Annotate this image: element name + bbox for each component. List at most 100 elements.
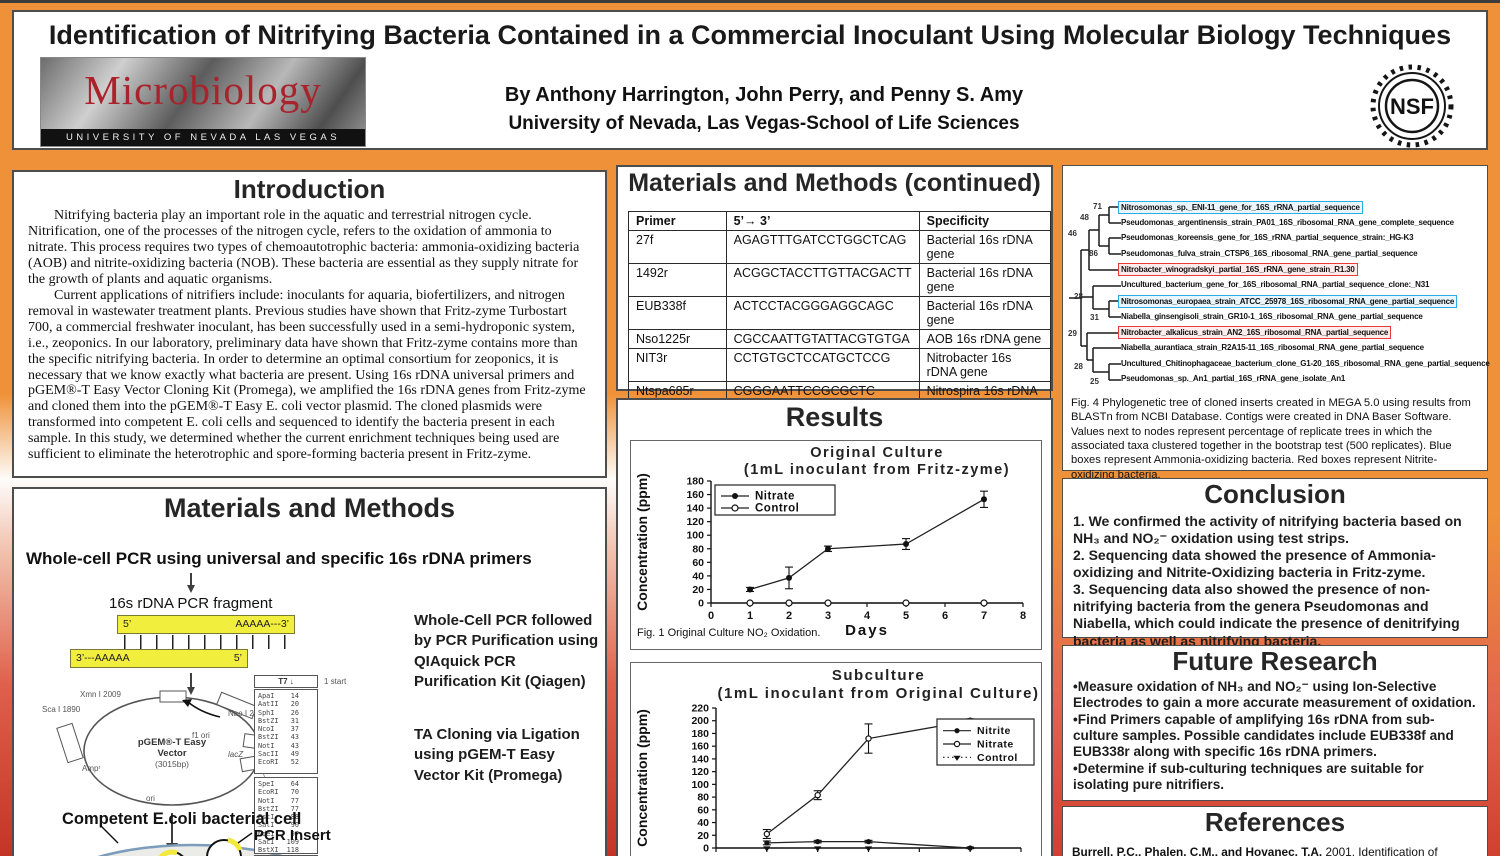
svg-text:180: 180 xyxy=(686,476,704,488)
svg-text:Control: Control xyxy=(977,752,1018,764)
cell-sequence: AGAGTTTGATCCTGGCTCAG xyxy=(725,230,920,264)
reference-entry: Burrell, P.C., Phalen, C.M., and Hovanec… xyxy=(1072,845,1480,856)
svg-text:NSF: NSF xyxy=(1390,94,1434,119)
reference-text: 2001. Identification of Bacteria Respons… xyxy=(1325,845,1438,856)
original-culture-chart-panel: Original Culture (1mL inoculant from Frit… xyxy=(630,440,1042,650)
cell-specificity: AOB 16s rDNA gene xyxy=(918,329,1052,349)
cell-primer: EUB338f xyxy=(628,296,727,330)
svg-text:120: 120 xyxy=(686,516,704,528)
bootstrap-value: 29 xyxy=(1068,329,1077,338)
cell-specificity: Bacterial 16s rDNA gene xyxy=(918,263,1052,297)
materials-methods-panel: Materials and Methods Whole-cell PCR usi… xyxy=(12,487,607,856)
svg-text:20: 20 xyxy=(697,830,709,842)
svg-text:2: 2 xyxy=(786,610,792,622)
table-row: EUB338f ACTCCTACGGGAGGCAGC Bacterial 16s r… xyxy=(628,296,1052,330)
arrow-down-icon xyxy=(187,573,195,593)
svg-text:8: 8 xyxy=(1020,610,1026,622)
column-header: Primer xyxy=(628,211,727,231)
svg-text:0: 0 xyxy=(698,598,704,610)
conclusion-panel: Conclusion 1. We confirmed the activity … xyxy=(1062,478,1488,649)
svg-text:140: 140 xyxy=(691,753,709,765)
phylo-tree-branches xyxy=(1069,206,1121,381)
start-label: 1 start xyxy=(324,677,347,686)
svg-text:Nitrite: Nitrite xyxy=(977,725,1011,737)
microbiology-logo-word: Microbiology xyxy=(84,67,322,113)
svg-text:40: 40 xyxy=(692,570,704,582)
svg-text:20: 20 xyxy=(692,584,704,596)
subculture-chart: Subculture(1mL inoculant from Original C… xyxy=(634,667,1038,856)
affiliation-line: University of Nevada, Las Vegas-School o… xyxy=(508,113,1020,134)
column-header: Specificity xyxy=(918,211,1052,231)
svg-text:lacZ: lacZ xyxy=(228,750,244,759)
introduction-panel: Introduction Nitrifying bacteria play an… xyxy=(12,170,607,478)
pcr-fragment-label: 16s rDNA PCR fragment xyxy=(109,595,273,612)
author-block: By Anthony Harrington, John Perry, and P… xyxy=(394,84,1134,135)
materials-methods-heading: Materials and Methods xyxy=(163,493,456,523)
svg-text:160: 160 xyxy=(691,741,709,753)
ta-cloning-note: TA Cloning via Ligation using pGEM-T Eas… xyxy=(414,726,580,784)
table-row: Nso1225r CGCCAATTGTATTACGTGTGA AOB 16s rDN… xyxy=(628,329,1052,349)
cell-specificity: Bacterial 16s rDNA gene xyxy=(918,230,1052,264)
primer-table: Primer 5’→ 3’ Specificity 27f AGAGTTTGATC… xyxy=(628,211,1052,415)
future-research-body: •Measure oxidation of NH₃ and NO₂⁻ using… xyxy=(1073,679,1477,793)
svg-text:200: 200 xyxy=(691,715,709,727)
phylo-tree-panel: Nitrosomonas_sp._ENI-11_gene_for_16S_rRN… xyxy=(1062,165,1490,481)
tree-taxon: Nitrosomonas_sp._ENI-11_gene_for_16S_rRN… xyxy=(1118,201,1363,214)
svg-text:(3015bp): (3015bp) xyxy=(155,759,189,769)
restriction-sites-bottom: SpeI 64 EcoRI 70 NotI 77 BstZI 77 PstI 8… xyxy=(254,777,318,856)
bootstrap-value: 46 xyxy=(1068,229,1077,238)
svg-text:Nae I 2707: Nae I 2707 xyxy=(228,709,268,718)
introduction-paragraph-1: Nitrifying bacteria play an important ro… xyxy=(28,208,580,287)
tree-taxon: Niabella_aurantiaca_strain_R2A15-11_16S_… xyxy=(1121,343,1424,352)
svg-text:100: 100 xyxy=(691,779,709,791)
svg-text:ori: ori xyxy=(146,794,155,803)
table-row: NIT3r CCTGTGCTCCATGCTCCG Nitrobacter 16s r… xyxy=(628,348,1052,382)
subculture-chart-panel: Subculture (1mL inoculant from Original C… xyxy=(630,662,1042,856)
svg-text:180: 180 xyxy=(691,728,709,740)
svg-text:80: 80 xyxy=(692,543,704,555)
cell-primer: 1492r xyxy=(628,263,727,297)
mm-continued-heading: Materials and Methods (continued) xyxy=(628,169,1041,197)
tree-taxon: Uncultured_bacterium_gene_for_16S_riboso… xyxy=(1121,280,1430,289)
bootstrap-value: 28 xyxy=(1074,292,1083,301)
tree-taxon: Nitrobacter_winogradskyi_partial_16S_rRN… xyxy=(1118,263,1358,276)
svg-text:140: 140 xyxy=(686,503,704,515)
competent-cell-label: Competent E.coli bacterial cell xyxy=(62,810,302,828)
cell-sequence: ACTCCTACGGGAGGCAGC xyxy=(725,296,920,330)
references-heading: References xyxy=(1204,807,1346,837)
plasmid-figure: Xmn I 2009 Sca I 1890 Nae I 2707 f1 ori … xyxy=(22,685,422,856)
svg-text:Nitrate: Nitrate xyxy=(977,739,1014,751)
introduction-heading: Introduction xyxy=(233,174,386,204)
fig1-caption: Fig. 1 Original Culture NO₂ Oxidation. xyxy=(637,627,821,639)
pcr-purification-note: Whole-Cell PCR followed by PCR Purificat… xyxy=(414,612,599,690)
svg-text:Xmn I 2009: Xmn I 2009 xyxy=(80,690,121,699)
svg-text:100: 100 xyxy=(686,530,704,542)
primer-table-panel: Materials and Methods (continued) Primer… xyxy=(616,165,1053,415)
svg-text:160: 160 xyxy=(686,489,704,501)
mm-subheading: Whole-cell PCR using universal and speci… xyxy=(26,549,532,568)
svg-text:Ampʳ: Ampʳ xyxy=(82,764,100,773)
dna-strand-bottom: 3’---AAAAA 5’ xyxy=(70,649,248,668)
svg-text:Control: Control xyxy=(755,503,799,515)
bootstrap-value: 71 xyxy=(1093,202,1102,211)
svg-text:120: 120 xyxy=(691,766,709,778)
tree-taxon: Niabella_ginsengisoli_strain_GR10-1_16S_… xyxy=(1121,312,1423,321)
results-heading: Results xyxy=(785,402,884,432)
svg-text:pGEM®-T Easy: pGEM®-T Easy xyxy=(138,737,207,748)
svg-text:Sca I 1890: Sca I 1890 xyxy=(42,705,81,714)
cell-primer: Nso1225r xyxy=(628,329,727,349)
future-research-panel: Future Research •Measure oxidation of NH… xyxy=(1062,645,1488,801)
table-row: 27f AGAGTTTGATCCTGGCTCAG Bacterial 16s rDN… xyxy=(628,230,1052,264)
svg-text:0: 0 xyxy=(703,843,709,855)
conclusion-heading: Conclusion xyxy=(1204,479,1346,509)
references-panel: References Burrell, P.C., Phalen, C.M., … xyxy=(1062,806,1488,856)
svg-text:80: 80 xyxy=(697,792,709,804)
cell-specificity: Nitrobacter 16s rDNA gene xyxy=(918,348,1052,382)
svg-text:Original Culture: Original Culture xyxy=(810,445,944,461)
svg-text:4: 4 xyxy=(864,610,871,622)
future-bullet: •Determine if sub-culturing techniques a… xyxy=(1073,760,1424,792)
conclusion-body: 1. We confirmed the activity of nitrifyi… xyxy=(1073,513,1477,650)
svg-text:Concentration (ppm): Concentration (ppm) xyxy=(634,473,650,611)
reference-authors: Burrell, P.C., Phalen, C.M., and Hovanec… xyxy=(1072,845,1323,856)
future-bullet: •Find Primers capable of amplifying 16s … xyxy=(1073,711,1454,760)
